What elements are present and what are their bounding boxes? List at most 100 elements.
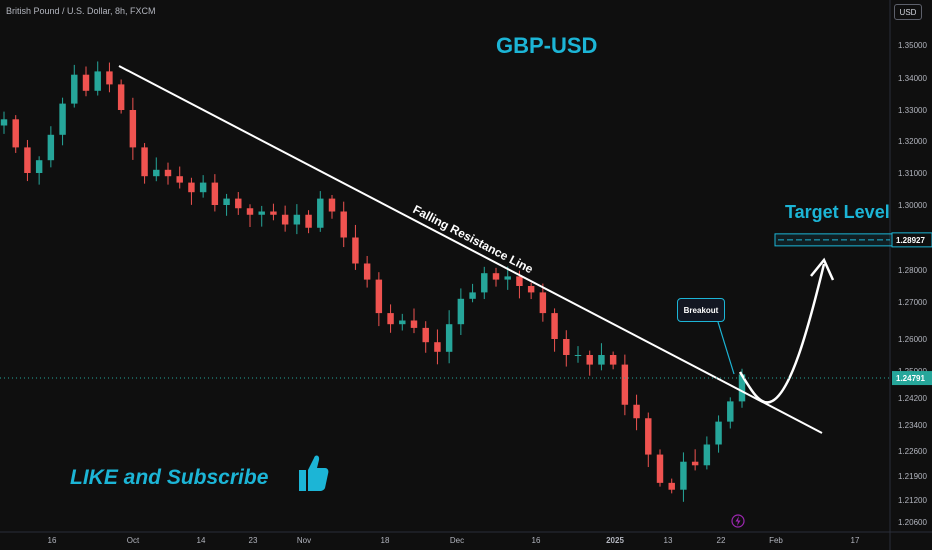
candle-body <box>399 320 406 325</box>
candle-body <box>106 71 113 85</box>
y-tick-label: 1.30000 <box>898 201 927 210</box>
y-tick-label: 1.33000 <box>898 106 927 115</box>
candle-body <box>94 71 101 91</box>
candle-body <box>375 279 383 314</box>
y-tick-label: 1.21900 <box>898 472 927 481</box>
y-tick-label: 1.24200 <box>898 394 927 403</box>
candle-body <box>281 214 289 225</box>
candle-body <box>715 421 722 445</box>
candle-body <box>270 211 277 215</box>
candle-body <box>47 134 55 161</box>
projection-arrow <box>810 257 835 281</box>
candle-body <box>59 103 66 135</box>
candle-body <box>680 461 687 490</box>
candle-body <box>434 342 441 352</box>
candle-body <box>527 286 535 293</box>
candle-body <box>153 169 160 177</box>
candle-body <box>457 298 465 325</box>
candle-body <box>317 198 324 228</box>
x-tick-label: 16 <box>48 536 57 545</box>
candle-body <box>645 418 652 455</box>
candle-body <box>235 198 242 209</box>
candle-body <box>691 461 699 466</box>
candle-body <box>445 324 453 352</box>
candle-body <box>211 182 219 205</box>
y-tick-label: 1.28000 <box>898 266 927 275</box>
candle-body <box>117 84 125 110</box>
candle-body <box>246 208 254 215</box>
x-tick-label: Feb <box>769 536 783 545</box>
candle-body <box>703 444 711 466</box>
candle-body <box>563 339 570 355</box>
candle-body <box>176 176 183 183</box>
y-tick-label: 1.22600 <box>898 447 927 456</box>
y-tick-label: 1.35000 <box>898 41 927 50</box>
candle-body <box>481 273 488 293</box>
candle-body <box>727 401 734 422</box>
falling-resistance-line <box>118 65 823 434</box>
x-tick-label: 13 <box>664 536 673 545</box>
candle-body <box>516 276 523 286</box>
candle-body <box>328 198 336 212</box>
candle-body <box>363 263 371 280</box>
candle-body <box>223 198 230 205</box>
current-price-label: 1.24791 <box>896 374 925 383</box>
candle-body <box>305 214 312 228</box>
candle-body <box>668 482 675 490</box>
y-tick-label: 1.27000 <box>898 298 927 307</box>
candle-body <box>340 211 347 238</box>
candle-body <box>504 276 511 280</box>
x-tick-label: 23 <box>249 536 258 545</box>
candle-body <box>539 292 547 314</box>
candle-body <box>469 292 476 299</box>
target-price-label: 1.28927 <box>896 236 925 245</box>
x-tick-label: 18 <box>381 536 390 545</box>
x-tick-label: 17 <box>851 536 860 545</box>
currency-button[interactable]: USD <box>894 4 922 20</box>
candle-body <box>621 364 629 405</box>
candle-body <box>492 273 500 280</box>
candle-body <box>656 454 664 483</box>
candle-body <box>422 327 429 343</box>
candle-body <box>586 355 593 365</box>
thumbs-up-icon <box>299 455 329 491</box>
symbol-title: British Pound / U.S. Dollar, 8h, FXCM <box>6 6 156 16</box>
candle-body <box>387 313 394 325</box>
y-tick-label: 1.23400 <box>898 421 927 430</box>
projection-curve <box>738 263 826 404</box>
candle-body <box>633 404 640 419</box>
candle-body <box>598 355 605 365</box>
candle-body <box>410 320 418 328</box>
candle-body <box>129 110 137 148</box>
lightning-icon[interactable] <box>731 514 745 528</box>
candle-body <box>352 237 359 264</box>
candle-body <box>0 119 8 126</box>
x-tick-label: 2025 <box>606 536 624 545</box>
x-tick-label: 22 <box>717 536 726 545</box>
candle-body <box>188 182 195 193</box>
y-tick-label: 1.31000 <box>898 169 927 178</box>
breakout-callout: Breakout <box>677 298 725 322</box>
x-tick-label: Oct <box>127 536 140 545</box>
candle-body <box>82 74 90 91</box>
y-tick-label: 1.21200 <box>898 496 927 505</box>
candle-body <box>258 211 265 215</box>
y-tick-label: 1.32000 <box>898 137 927 146</box>
target-price-badge <box>891 232 932 248</box>
breakout-pointer <box>717 321 735 375</box>
candle-body <box>738 374 746 402</box>
candle-body <box>141 147 148 177</box>
candle-body <box>164 169 172 177</box>
x-tick-label: Dec <box>450 536 464 545</box>
x-tick-label: 14 <box>197 536 206 545</box>
candle-body <box>35 160 43 173</box>
candle-body <box>12 119 19 148</box>
current-price-badge <box>892 371 932 386</box>
target-level-label: Target Level <box>785 202 890 222</box>
candle-body <box>293 214 301 225</box>
like-subscribe-text: LIKE and Subscribe <box>70 466 269 489</box>
candle-body <box>199 182 207 193</box>
candle-body <box>71 74 78 104</box>
